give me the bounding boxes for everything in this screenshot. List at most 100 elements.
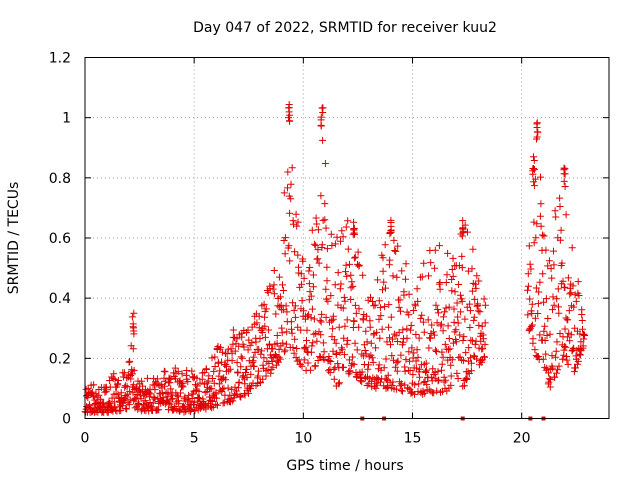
data-point — [320, 348, 328, 356]
data-point — [292, 210, 300, 218]
data-point — [305, 296, 313, 304]
data-point — [127, 375, 135, 383]
data-point — [466, 324, 474, 331]
data-point — [527, 265, 535, 273]
data-point — [459, 382, 467, 390]
data-point — [425, 344, 433, 352]
data-point — [435, 376, 443, 384]
data-point — [322, 224, 330, 232]
data-point — [341, 322, 349, 330]
data-point — [436, 285, 444, 293]
data-point — [108, 394, 116, 402]
data-point — [347, 296, 355, 303]
data-point — [407, 326, 415, 334]
data-point — [285, 242, 293, 250]
data-point — [564, 360, 572, 368]
y-axis-title: SRMTID / TECUs — [6, 182, 22, 295]
data-point — [361, 347, 369, 354]
data-point — [286, 209, 294, 217]
data-point — [310, 240, 318, 248]
data-point — [561, 283, 569, 291]
data-point — [448, 356, 456, 364]
data-point — [437, 322, 445, 330]
data-point — [542, 246, 550, 254]
data-point — [528, 300, 536, 308]
data-point — [252, 338, 260, 346]
data-point — [363, 338, 371, 346]
y-tick-label: 0.4 — [49, 291, 71, 307]
data-point — [467, 367, 475, 375]
data-point — [454, 313, 462, 321]
data-point — [431, 346, 439, 354]
data-point — [363, 312, 371, 320]
data-point — [569, 282, 577, 290]
data-point — [334, 269, 342, 277]
data-point — [285, 108, 293, 116]
data-point — [432, 348, 440, 355]
data-point — [287, 195, 295, 203]
data-point — [541, 337, 549, 344]
data-point — [255, 367, 262, 375]
data-point — [337, 280, 345, 288]
data-point — [387, 341, 394, 349]
data-point — [255, 312, 263, 320]
data-point — [336, 285, 344, 293]
data-point — [380, 364, 388, 372]
data-point — [470, 313, 478, 321]
data-point — [549, 306, 556, 314]
data-point — [464, 368, 472, 376]
data-point — [558, 259, 566, 267]
data-point — [245, 389, 252, 397]
data-point — [342, 261, 350, 269]
data-point — [279, 339, 287, 347]
data-point — [474, 307, 482, 315]
data-point — [223, 350, 231, 358]
data-point — [562, 343, 570, 351]
data-point — [237, 363, 245, 371]
data-point — [382, 284, 389, 292]
data-point — [560, 177, 568, 185]
data-point — [339, 233, 347, 241]
data-point — [397, 307, 404, 315]
data-point — [552, 353, 560, 361]
data-point — [409, 354, 417, 362]
data-point — [128, 313, 136, 321]
data-point — [373, 328, 381, 336]
data-point — [285, 101, 293, 108]
y-tick-label: 1 — [62, 111, 71, 127]
data-point — [344, 336, 352, 344]
data-point — [329, 312, 337, 320]
data-point — [130, 324, 137, 332]
data-point — [212, 400, 220, 408]
data-point — [334, 360, 342, 368]
data-point — [261, 322, 269, 330]
data-point — [155, 406, 163, 414]
data-point — [332, 339, 340, 347]
data-point — [534, 300, 542, 308]
data-point — [446, 345, 454, 353]
data-point — [555, 303, 562, 311]
data-point — [460, 357, 468, 365]
data-point — [529, 170, 537, 178]
data-point — [162, 377, 170, 385]
data-point — [366, 317, 374, 325]
data-point — [395, 328, 403, 336]
data-point — [153, 375, 161, 383]
data-point — [216, 367, 224, 375]
data-point — [481, 319, 489, 327]
data-point — [347, 271, 355, 279]
data-point — [540, 298, 548, 306]
data-point — [248, 339, 256, 347]
data-point — [553, 369, 561, 377]
data-point — [275, 273, 283, 281]
data-point — [330, 336, 338, 344]
data-point — [549, 364, 557, 372]
data-point — [376, 334, 384, 342]
data-point — [454, 375, 462, 382]
data-point — [453, 369, 461, 377]
data-point — [262, 305, 270, 313]
data-point — [335, 380, 343, 388]
data-point — [524, 270, 532, 278]
data-point — [362, 327, 370, 335]
